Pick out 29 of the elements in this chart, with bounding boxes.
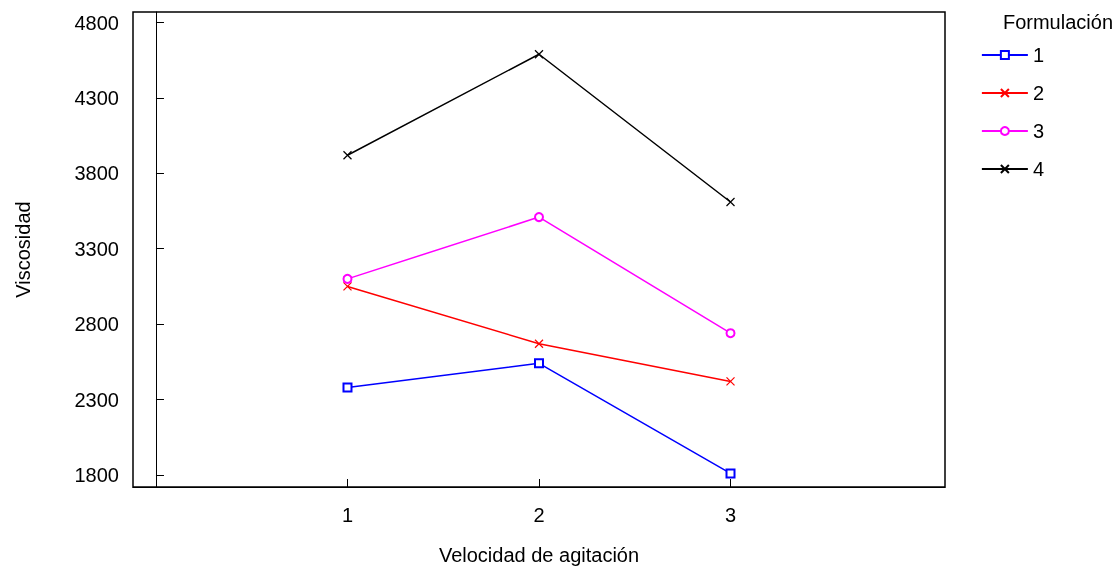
point [342,150,353,160]
legend-label: 1 [1032,44,1044,66]
point [725,468,736,479]
point [342,273,353,284]
y-tick-label: 2300 [74,388,119,411]
y-tick-label: 2800 [74,313,119,336]
legend-title: Formulación [1002,11,1114,33]
legend-label: 2 [1032,82,1044,104]
x-tick-label: 2 [533,504,545,526]
x-tick-label: 1 [341,504,354,526]
y-tick-label: 3300 [74,237,119,260]
y-axis-title: Viscosidad [12,201,34,298]
y-tick-label: 1800 [74,463,119,486]
y-tick-label: 4300 [74,86,119,109]
y-tick-label: 4800 [74,11,119,34]
legend-label: 3 [1032,120,1044,142]
point [725,328,736,339]
point [534,339,544,349]
x-axis-title: Velocidad de agitación [438,544,640,566]
legend-label: 4 [1032,158,1044,180]
point [342,382,353,393]
point [342,281,353,292]
x-tick-label: 3 [724,504,737,526]
point [725,197,736,207]
point [534,49,544,59]
y-tick-label: 3800 [74,162,119,185]
point [534,212,544,223]
point [725,376,736,387]
point [534,358,544,369]
